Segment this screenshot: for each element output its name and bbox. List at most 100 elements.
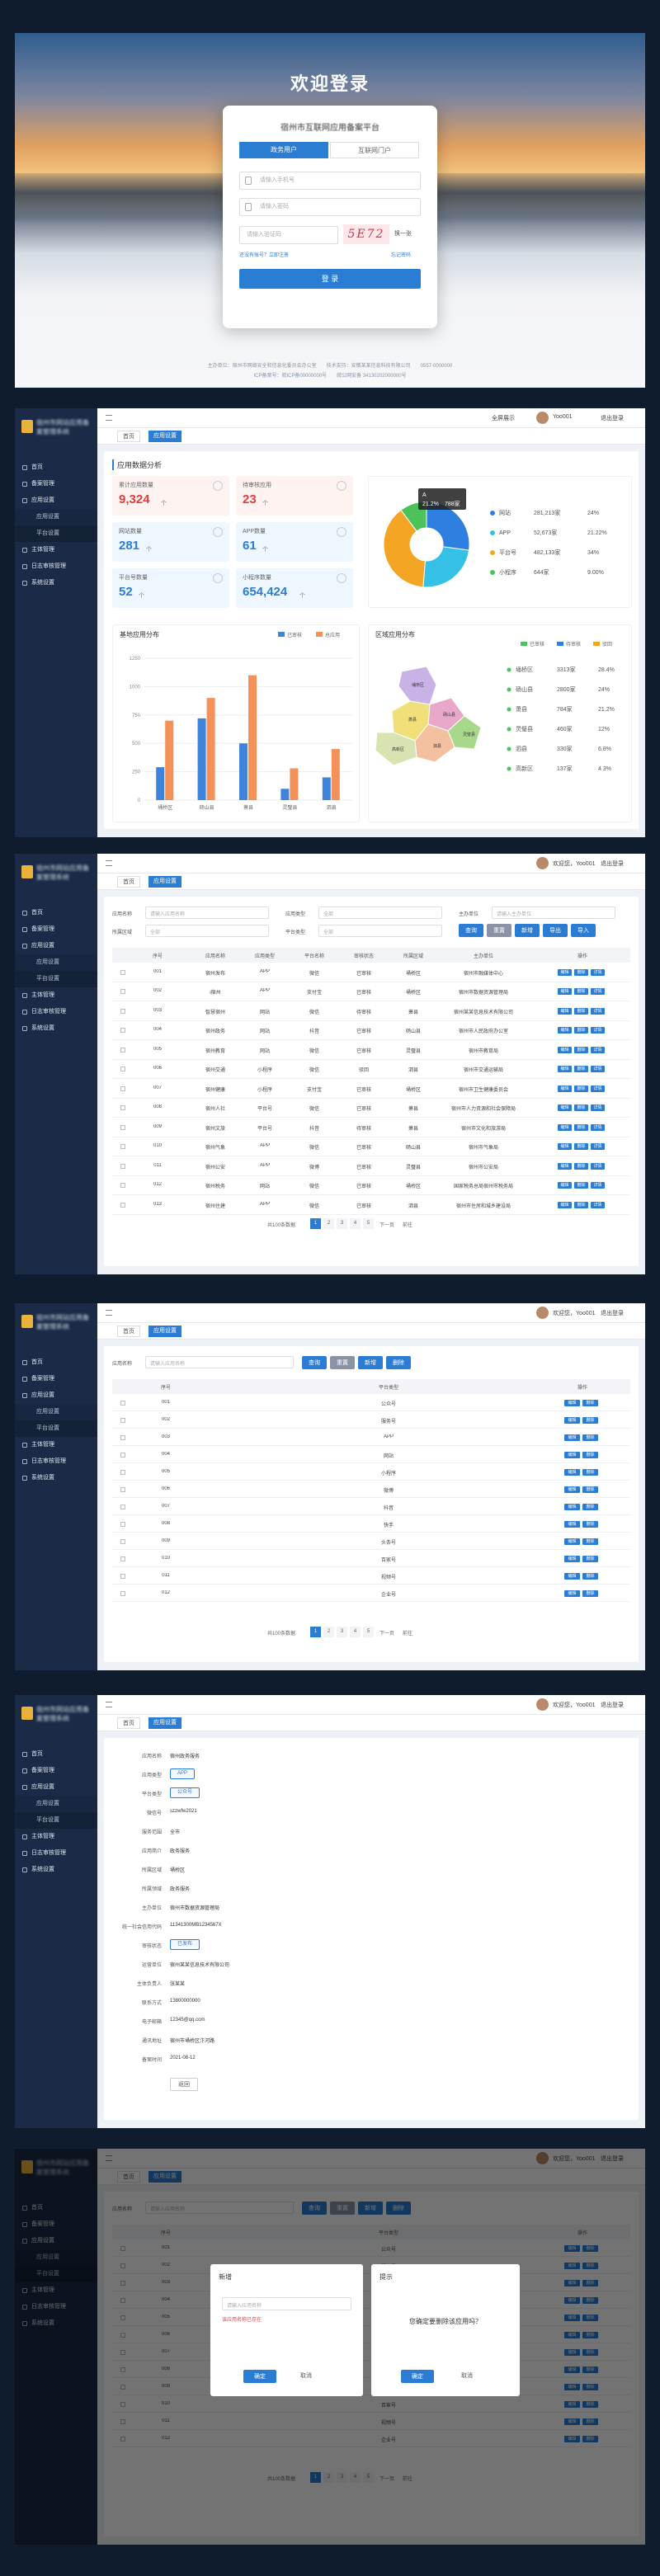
row-button[interactable]: 详情	[591, 988, 605, 996]
menu-item[interactable]: 主体管理	[31, 992, 54, 998]
row-button[interactable]: 编辑	[558, 1085, 572, 1092]
menu-item[interactable]: 首页	[31, 910, 43, 916]
pager-next[interactable]: 下一页	[380, 1223, 395, 1228]
menu-item[interactable]: 首页	[31, 1359, 43, 1365]
row-button[interactable]: 删除	[582, 1399, 598, 1406]
menu-item[interactable]: 备案管理	[31, 1376, 54, 1382]
row-button[interactable]: 编辑	[558, 1182, 572, 1189]
submenu-item[interactable]: 应用设置	[15, 1404, 97, 1420]
row-button[interactable]: 删除	[574, 1162, 588, 1170]
row-checkbox[interactable]	[120, 1067, 125, 1072]
row-button[interactable]: 编辑	[558, 1162, 572, 1170]
forgot-link[interactable]: 忘记密码	[391, 253, 412, 258]
input[interactable]: 请输入手机号	[239, 172, 421, 190]
filter-button[interactable]: 查询	[459, 924, 483, 937]
submenu-item[interactable]: 应用设置	[15, 509, 97, 525]
tab[interactable]: 首页	[117, 1717, 140, 1729]
row-button[interactable]: 编辑	[564, 1589, 580, 1597]
row-button[interactable]: 详情	[591, 1104, 605, 1112]
pager-page[interactable]: 5	[363, 1627, 374, 1637]
row-button[interactable]: 删除	[582, 1416, 598, 1424]
cancel-button[interactable]: 取消	[450, 2370, 483, 2383]
row-button[interactable]: 编辑	[564, 1468, 580, 1476]
filter-input[interactable]: 全部	[318, 907, 442, 919]
submenu-item[interactable]: 平台设置	[15, 1812, 97, 1829]
row-checkbox[interactable]	[120, 1521, 125, 1527]
tab[interactable]: 首页	[117, 431, 140, 442]
row-checkbox[interactable]	[120, 1573, 125, 1579]
pager-page[interactable]: 1	[310, 1627, 321, 1637]
row-checkbox[interactable]	[120, 1538, 125, 1544]
row-button[interactable]: 删除	[582, 1434, 598, 1441]
row-checkbox[interactable]	[120, 1590, 125, 1596]
submenu-item[interactable]: 应用设置	[15, 954, 97, 971]
pager-next[interactable]: 下一页	[380, 1632, 395, 1636]
row-checkbox[interactable]	[120, 1183, 125, 1189]
row-button[interactable]: 详情	[591, 1027, 605, 1034]
menu-item[interactable]: 备案管理	[31, 1768, 54, 1773]
row-checkbox[interactable]	[120, 1400, 125, 1406]
pager-page[interactable]: 2	[323, 1218, 334, 1229]
submenu-item[interactable]: 平台设置	[15, 525, 97, 542]
row-button[interactable]: 详情	[591, 1007, 605, 1015]
pager-page[interactable]: 3	[337, 1627, 347, 1637]
filter-button[interactable]: 新增	[515, 924, 540, 937]
row-button[interactable]: 编辑	[564, 1555, 580, 1562]
row-button[interactable]: 编辑	[564, 1399, 580, 1406]
menu-item[interactable]: 日志审核管理	[31, 1009, 66, 1015]
pager-page[interactable]: 1	[310, 1218, 321, 1229]
row-checkbox[interactable]	[120, 989, 125, 995]
row-button[interactable]: 详情	[591, 1123, 605, 1131]
fullscreen[interactable]: 全屏展示	[492, 416, 515, 421]
row-button[interactable]: 删除	[582, 1451, 598, 1458]
row-checkbox[interactable]	[120, 1124, 125, 1130]
row-button[interactable]: 详情	[591, 1046, 605, 1053]
menu-item[interactable]: 日志审核管理	[31, 1850, 66, 1856]
row-button[interactable]: 详情	[591, 1201, 605, 1208]
filter-input[interactable]: 全部	[145, 925, 269, 937]
back-button[interactable]: 返回	[170, 2078, 198, 2091]
row-button[interactable]: 编辑	[558, 1104, 572, 1112]
menu-item[interactable]: 系统设置	[31, 1475, 54, 1481]
row-button[interactable]: 编辑	[558, 968, 572, 976]
row-checkbox[interactable]	[120, 1417, 125, 1423]
row-button[interactable]: 编辑	[564, 1572, 580, 1580]
row-checkbox[interactable]	[120, 1085, 125, 1091]
input[interactable]: 请输入密码	[239, 198, 421, 216]
row-button[interactable]: 删除	[582, 1589, 598, 1597]
row-button[interactable]: 删除	[582, 1555, 598, 1562]
row-button[interactable]: 详情	[591, 1182, 605, 1189]
pager-page[interactable]: 2	[323, 1627, 334, 1637]
pager-page[interactable]: 4	[350, 1627, 361, 1637]
filter-button[interactable]: 新增	[358, 1356, 383, 1369]
tab[interactable]: 首页	[117, 1326, 140, 1337]
row-button[interactable]: 编辑	[558, 1201, 572, 1208]
filter-button[interactable]: 查询	[302, 1356, 327, 1369]
filter-button[interactable]: 导入	[571, 924, 596, 937]
row-button[interactable]: 删除	[574, 1066, 588, 1073]
tab-active[interactable]: 应用设置	[148, 876, 182, 888]
row-button[interactable]: 删除	[574, 1007, 588, 1015]
filter-input[interactable]: 请输入主办单位	[492, 907, 615, 919]
filter-button[interactable]: 重置	[487, 924, 512, 937]
row-button[interactable]: 删除	[582, 1503, 598, 1510]
row-checkbox[interactable]	[120, 969, 125, 975]
logout[interactable]: 退出登录	[601, 861, 624, 867]
row-checkbox[interactable]	[120, 1047, 125, 1053]
row-button[interactable]: 编辑	[564, 1486, 580, 1493]
filter-button[interactable]: 导出	[543, 924, 568, 937]
filter-input[interactable]: 请输入应用名称	[145, 1356, 294, 1368]
row-button[interactable]: 删除	[574, 1085, 588, 1092]
row-button[interactable]: 编辑	[558, 1007, 572, 1015]
row-checkbox[interactable]	[120, 1163, 125, 1169]
row-button[interactable]: 删除	[582, 1520, 598, 1528]
row-button[interactable]: 删除	[574, 1104, 588, 1112]
tab-active[interactable]: 应用设置	[148, 1326, 182, 1337]
row-checkbox[interactable]	[120, 1504, 125, 1509]
row-button[interactable]: 详情	[591, 1162, 605, 1170]
row-checkbox[interactable]	[120, 1556, 125, 1561]
row-button[interactable]: 编辑	[558, 1027, 572, 1034]
menu-item[interactable]: 备案管理	[31, 481, 54, 487]
row-button[interactable]: 详情	[591, 1066, 605, 1073]
row-checkbox[interactable]	[120, 1028, 125, 1034]
